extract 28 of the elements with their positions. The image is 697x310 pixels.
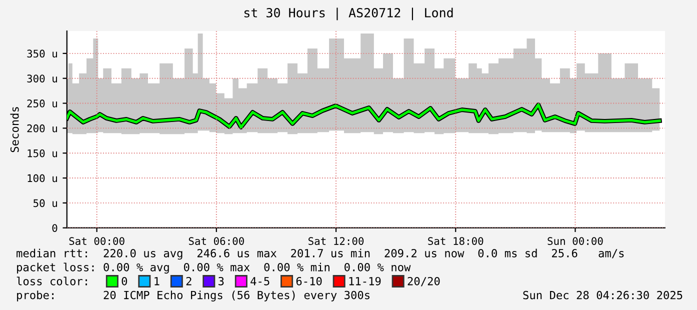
chart-title: st 30 Hours | AS20712 | Lond xyxy=(244,8,453,20)
legend-label: 6-10 xyxy=(296,276,322,286)
text: median rtt: 220.0 us avg 246.6 us max 201.7 us min 209.2 us now 0.0 ms sd 25.6 am/s xyxy=(16,248,624,260)
legend-label: 3 xyxy=(218,276,224,286)
y-axis-title: Seconds xyxy=(10,107,19,152)
legend-label: 1 xyxy=(154,277,160,286)
x-tick-label: Sat 12:00 xyxy=(308,237,364,245)
y-tick-label: 50 u xyxy=(34,199,57,208)
legend-label: 20/20 xyxy=(408,276,440,286)
text: packet loss: 0.00 % avg 0.00 % max 0.00 % min 0.00 % now xyxy=(17,262,411,274)
legend-label: 11-19 xyxy=(349,276,381,286)
text: loss color: xyxy=(16,276,87,286)
y-tick-label: 300 u xyxy=(27,74,57,82)
x-tick-label: Sat 18:00 xyxy=(428,237,484,245)
x-tick-label: Sun 00:00 xyxy=(548,237,603,245)
x-tick-label: Sat 06:00 xyxy=(188,237,244,245)
legend-label: 2 xyxy=(186,276,192,286)
x-tick-label: Sat 00:00 xyxy=(69,237,124,245)
y-tick-label: 0 xyxy=(52,224,58,232)
y-tick-label: 350 u xyxy=(27,50,57,58)
text: Sun Dec 28 04:26:30 2025 xyxy=(523,290,682,300)
text: probe: 20 ICMP Echo Pings (56 Bytes) every 300s xyxy=(17,290,370,302)
y-tick-label: 150 u xyxy=(28,149,57,158)
y-tick-label: 250 u xyxy=(27,100,57,108)
legend-label: 0 xyxy=(122,276,128,286)
y-tick-label: 200 u xyxy=(27,124,57,132)
legend-label: 4-5 xyxy=(250,277,270,286)
y-tick-label: 100 u xyxy=(28,174,57,182)
